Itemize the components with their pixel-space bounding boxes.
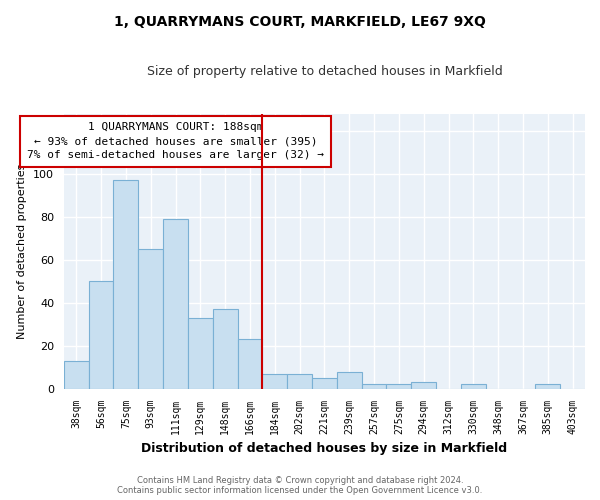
Bar (362, 384, 386, 388)
Bar (64, 361, 89, 388)
Bar (411, 382, 436, 388)
Bar (113, 180, 139, 388)
Title: Size of property relative to detached houses in Markfield: Size of property relative to detached ho… (146, 65, 502, 78)
Bar (163, 219, 188, 388)
Bar (238, 340, 262, 388)
Bar (386, 384, 411, 388)
Y-axis label: Number of detached properties: Number of detached properties (17, 164, 28, 339)
Bar (461, 384, 486, 388)
Text: Contains HM Land Registry data © Crown copyright and database right 2024.
Contai: Contains HM Land Registry data © Crown c… (118, 476, 482, 495)
Bar (213, 310, 238, 388)
Bar (312, 378, 337, 388)
X-axis label: Distribution of detached houses by size in Markfield: Distribution of detached houses by size … (142, 442, 508, 455)
Bar (535, 384, 560, 388)
Bar (188, 318, 213, 388)
Bar (139, 249, 163, 388)
Bar (262, 374, 287, 388)
Bar (287, 374, 312, 388)
Bar (89, 282, 113, 389)
Text: 1 QUARRYMANS COURT: 188sqm
← 93% of detached houses are smaller (395)
7% of semi: 1 QUARRYMANS COURT: 188sqm ← 93% of deta… (27, 122, 324, 160)
Bar (337, 372, 362, 388)
Text: 1, QUARRYMANS COURT, MARKFIELD, LE67 9XQ: 1, QUARRYMANS COURT, MARKFIELD, LE67 9XQ (114, 15, 486, 29)
